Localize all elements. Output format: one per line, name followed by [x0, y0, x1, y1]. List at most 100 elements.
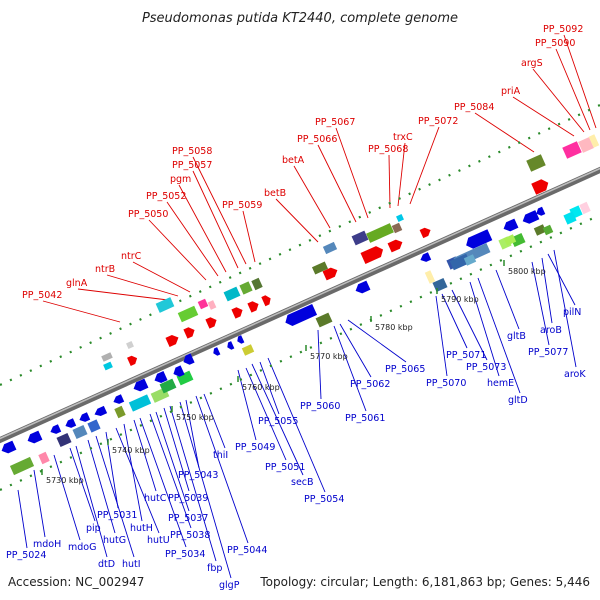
- forward-gene-label: trxC: [393, 132, 413, 143]
- reverse-gene-arrow: [227, 341, 235, 350]
- reverse-gene-arrow: [237, 335, 245, 344]
- annotation-box: [87, 419, 101, 433]
- annotation-box: [72, 424, 88, 440]
- kbp-tick-label: 5760 kbp: [242, 383, 280, 392]
- reverse-gene-label: PP_5044: [227, 545, 267, 556]
- forward-gene-arrow: [387, 239, 403, 253]
- reverse-gene-arrow: [113, 394, 125, 404]
- forward-gene-label: ntrC: [121, 251, 142, 262]
- reverse-gene-label: mdoH: [33, 539, 61, 550]
- forward-gene-arrow: [247, 301, 259, 313]
- genome-summary-text: Topology: circular; Length: 6,181,863 bp…: [259, 575, 590, 589]
- reverse-gene-label: pilN: [563, 307, 581, 318]
- reverse-gene-label: aroK: [564, 369, 586, 380]
- annotation-box: [424, 270, 436, 284]
- reverse-gene-label: hutG: [103, 535, 126, 546]
- reverse-gene-label: PP_5038: [170, 530, 210, 541]
- reverse-label-leader: [237, 369, 257, 441]
- reverse-gene-arrow: [285, 303, 318, 326]
- reverse-gene-label: PP_5024: [6, 550, 46, 561]
- reverse-gene-label: dtD: [98, 559, 115, 570]
- reverse-gene-label: PP_5034: [165, 549, 205, 560]
- reverse-label-leader: [245, 367, 287, 461]
- reverse-label-leader: [115, 427, 160, 534]
- backbone-line: [0, 166, 600, 444]
- annotation-box: [223, 286, 241, 302]
- annotation-box: [101, 352, 113, 362]
- reverse-label-leader: [441, 293, 468, 349]
- forward-label-leader: [242, 210, 256, 263]
- forward-gene-label: betA: [282, 155, 305, 166]
- reverse-gene-label: thiI: [213, 450, 228, 461]
- reverse-label-leader: [163, 407, 190, 492]
- reverse-gene-arrow: [536, 206, 546, 216]
- kbp-tick-label: 5730 kbp: [46, 476, 84, 485]
- reverse-gene-arrow: [65, 418, 77, 428]
- reverse-gene-label: fbp: [207, 563, 222, 574]
- reverse-gene-label: PP_5065: [385, 364, 425, 375]
- annotation-box: [432, 277, 448, 293]
- kbp-tick-label: 5780 kbp: [375, 323, 413, 332]
- reverse-gene-label: glgP: [219, 580, 240, 591]
- forward-label-leader: [317, 144, 357, 223]
- forward-gene-arrow: [127, 355, 138, 366]
- reverse-gene-label: PP_5060: [300, 401, 340, 412]
- reverse-gene-label: hutH: [130, 523, 153, 534]
- annotation-box: [103, 361, 113, 371]
- reverse-label-leader: [169, 405, 217, 562]
- reverse-label-leader: [259, 361, 280, 415]
- reverse-label-leader: [203, 393, 226, 449]
- forward-gene-label: PP_5084: [454, 102, 494, 113]
- forward-gene-label: glnA: [66, 278, 88, 289]
- forward-gene-label: PP_5090: [535, 38, 575, 49]
- reverse-label-leader: [33, 469, 46, 538]
- reverse-label-leader: [495, 269, 520, 330]
- reverse-gene-arrow: [27, 430, 43, 444]
- forward-gene-label: PP_5072: [418, 116, 458, 127]
- reverse-gene-label: hutI: [122, 559, 141, 570]
- annotation-box: [177, 305, 199, 323]
- forward-label-leader: [192, 170, 239, 269]
- reverse-label-leader: [553, 249, 577, 368]
- annotation-box: [391, 222, 403, 234]
- kbp-tick-label: 5740 kbp: [112, 446, 150, 455]
- reverse-gene-arrow: [173, 365, 185, 377]
- reverse-gene-label: PP_5039: [168, 493, 208, 504]
- reverse-gene-label: PP_5062: [350, 379, 390, 390]
- dotted-guide: [0, 104, 600, 386]
- reverse-gene-label: PP_5051: [265, 462, 305, 473]
- annotation-box: [126, 341, 134, 349]
- forward-label-leader: [275, 198, 319, 243]
- forward-label-leader: [132, 261, 191, 293]
- reverse-gene-label: PP_5031: [97, 510, 137, 521]
- reverse-gene-label: hutC: [144, 493, 167, 504]
- forward-gene-arrow: [322, 267, 338, 281]
- annotation-box: [542, 224, 554, 236]
- annotation-box: [578, 137, 594, 153]
- reverse-label-leader: [469, 281, 500, 377]
- annotation-box: [510, 232, 526, 248]
- reverse-label-leader: [347, 319, 407, 363]
- accession-text: Accession: NC_002947: [8, 575, 144, 589]
- reverse-gene-label: aroB: [540, 325, 562, 336]
- reverse-gene-label: mdoG: [68, 542, 96, 553]
- forward-label-leader: [397, 142, 406, 207]
- reverse-label-leader: [149, 413, 192, 529]
- reverse-label-leader: [123, 423, 143, 522]
- reverse-gene-label: PP_5077: [528, 347, 568, 358]
- forward-label-leader: [293, 165, 331, 229]
- reverse-gene-label: PP_5043: [178, 470, 218, 481]
- map-title: Pseudomonas putida KT2440, complete geno…: [142, 11, 458, 26]
- reverse-gene-label: PP_5061: [345, 413, 385, 424]
- reverse-gene-label: hutU: [147, 535, 170, 546]
- reverse-label-leader: [179, 401, 232, 579]
- reverse-gene-arrow: [94, 405, 108, 417]
- forward-label-leader: [409, 126, 440, 205]
- annotation-box: [128, 394, 152, 412]
- forward-label-leader: [474, 112, 535, 153]
- forward-label-leader: [192, 156, 247, 265]
- annotation-box: [311, 261, 329, 275]
